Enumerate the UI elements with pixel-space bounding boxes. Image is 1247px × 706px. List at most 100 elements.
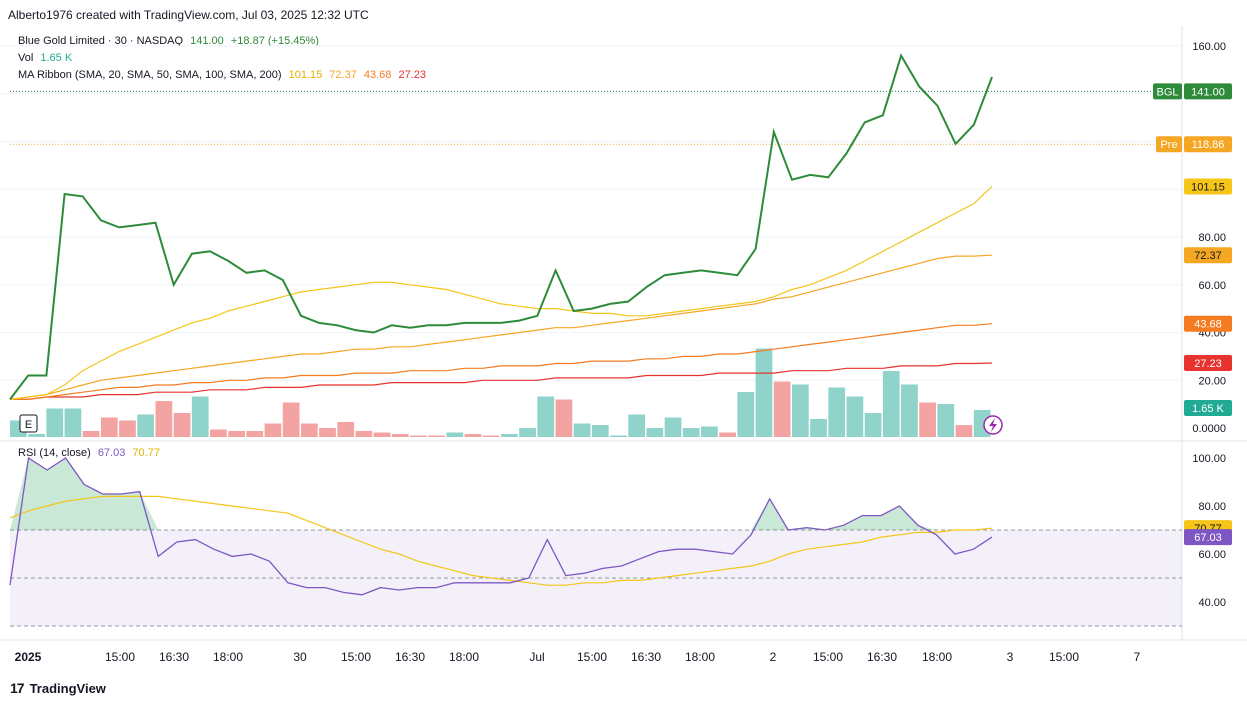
volume-bar [300, 423, 318, 437]
volume-badge-bg [1184, 400, 1232, 416]
volume-bar [810, 419, 827, 437]
ma100-badge-bg [1184, 315, 1232, 332]
volume-bar [191, 396, 209, 437]
ma50-badge: 72.37 [1194, 250, 1222, 262]
volume-bar [137, 414, 155, 437]
ma20-badge-bg [1184, 178, 1232, 195]
bgl-badge-label: BGL [1156, 86, 1178, 98]
volume-bar [864, 413, 882, 437]
time-axis-label: 18:00 [449, 650, 479, 664]
symbol-name: Blue Gold Limited · 30 · NASDAQ [18, 35, 184, 47]
volume-bar [537, 396, 555, 437]
rsi-badge: 67.03 [1194, 532, 1222, 544]
ma50-value: 72.37 [329, 69, 357, 81]
ma200-badge: 27.23 [1194, 358, 1222, 370]
earnings-marker-text: E [25, 419, 32, 431]
price-axis-label: 160.00 [1192, 41, 1226, 53]
price-change: +18.87 (+15.45%) [230, 35, 319, 47]
price-axis-label: 80.00 [1198, 232, 1226, 244]
last-price: 141.00 [190, 35, 224, 47]
tradingview-brand[interactable]: 17 TradingView [10, 680, 106, 696]
volume-bar [228, 431, 245, 437]
time-axis-label: 16:30 [631, 650, 661, 664]
time-axis-label: 15:00 [577, 650, 607, 664]
volume-bar [64, 408, 82, 437]
rsi-line [9, 456, 993, 596]
bgl-badge-label-bg [1153, 83, 1182, 100]
volume-bar [737, 392, 755, 437]
rsi-label: RSI (14, close) [18, 447, 91, 459]
rsi-overbought-fill [10, 458, 992, 530]
rsi-legend[interactable]: RSI (14, close) 67.03 70.77 [18, 447, 164, 459]
volume-bar [719, 432, 736, 437]
volume-bar [955, 425, 973, 437]
ma-ribbon-legend[interactable]: MA Ribbon (SMA, 20, SMA, 50, SMA, 100, S… [18, 69, 430, 81]
time-axis-label: 18:00 [213, 650, 243, 664]
sma200-line [10, 362, 993, 400]
volume-bar [828, 387, 846, 437]
volume-legend[interactable]: Vol 1.65 K [18, 52, 76, 64]
volume-bar [555, 399, 573, 437]
volume-bar [591, 425, 609, 437]
volume-bar [791, 384, 809, 437]
earnings-marker: E [19, 414, 38, 433]
pre-badge-label-bg [1156, 136, 1182, 153]
volume-bar [701, 426, 718, 437]
volume-bar [901, 384, 918, 437]
ma200-badge-bg [1184, 354, 1232, 371]
volume-bar [773, 381, 791, 437]
premarket-price-badge-bg [1184, 136, 1232, 153]
volume-bar [100, 417, 118, 437]
ma50-badge-bg [1184, 247, 1232, 264]
volume-bar [173, 413, 191, 437]
premarket-price-badge: 118.86 [1192, 139, 1225, 151]
volume-bar [46, 408, 64, 437]
volume-bar [519, 428, 536, 437]
volume-bar [119, 420, 136, 437]
volume-bar [464, 434, 482, 437]
volume-bar [373, 432, 391, 437]
volume-bar [482, 435, 500, 437]
ma100-value: 43.68 [363, 69, 392, 81]
volume-bar [355, 431, 373, 437]
symbol-legend[interactable]: Blue Gold Limited · 30 · NASDAQ 141.00 +… [18, 35, 323, 47]
time-axis-label: 7 [1134, 650, 1141, 664]
ma20-value: 101.15 [288, 69, 323, 81]
tradingview-logo-icon: 17 [10, 680, 25, 696]
sma20-line [9, 186, 993, 400]
volume-label: Vol [18, 52, 34, 64]
earnings-marker-box [19, 414, 38, 433]
time-axis-label: 30 [293, 650, 307, 664]
volume-bar [664, 417, 682, 437]
sma100-line [10, 323, 993, 400]
volume-bar [337, 422, 355, 437]
time-axis-label: 15:00 [813, 650, 843, 664]
volume-bar [282, 402, 300, 437]
brand-name: TradingView [29, 680, 106, 696]
volume-bar [646, 428, 664, 437]
time-axis-label: Jul [529, 650, 544, 664]
volume-bar [573, 423, 591, 437]
chart-credit: Alberto1976 created with TradingView.com… [8, 8, 369, 22]
time-axis-label: 15:00 [1049, 650, 1079, 664]
volume-bar [319, 428, 336, 437]
ma20-badge: 101.15 [1191, 182, 1225, 194]
rsi-axis-label: 60.00 [1198, 549, 1226, 561]
rsi-axis-label: 80.00 [1198, 501, 1226, 513]
volume-bar [28, 434, 45, 437]
time-axis-label: 2 [770, 650, 777, 664]
volume-bar [846, 396, 864, 437]
time-axis-label: 15:00 [341, 650, 371, 664]
rsi-badge-bg [1184, 529, 1232, 546]
volume-bar [501, 434, 518, 437]
time-axis-label: 3 [1007, 650, 1014, 664]
price-line [9, 53, 993, 401]
price-axis-label: 20.00 [1198, 375, 1226, 387]
volume-bar [682, 428, 700, 437]
time-axis-label: 15:00 [105, 650, 135, 664]
ma-ribbon-label: MA Ribbon (SMA, 20, SMA, 50, SMA, 100, S… [18, 69, 282, 81]
lightning-icon[interactable] [983, 415, 1003, 435]
rsi-ma-value: 70.77 [132, 447, 160, 459]
time-axis-label: 16:30 [867, 650, 897, 664]
